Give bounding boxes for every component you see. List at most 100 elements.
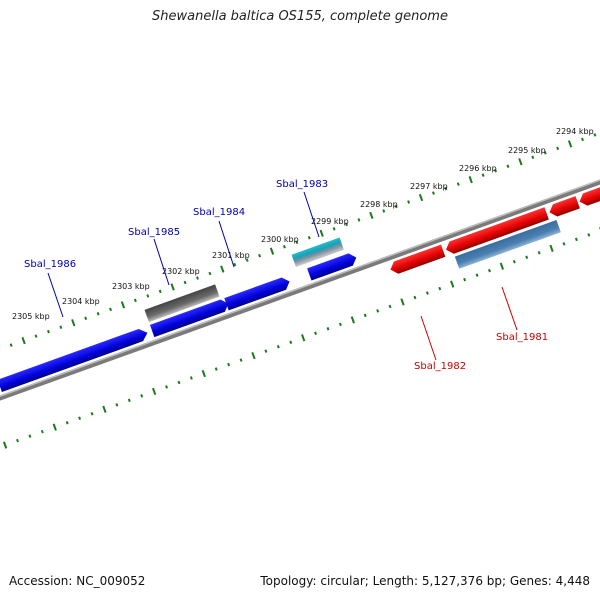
minor-tick xyxy=(289,340,293,344)
minor-tick xyxy=(115,403,119,407)
minor-tick xyxy=(376,309,380,313)
minor-tick xyxy=(140,394,144,398)
minor-tick xyxy=(338,322,342,327)
minor-tick xyxy=(307,236,311,240)
minor-tick xyxy=(425,291,429,295)
scale-label: 2302 kbp xyxy=(162,267,200,276)
gene-sbal-1983[interactable] xyxy=(307,251,358,281)
label-leaders xyxy=(47,191,518,361)
minor-tick xyxy=(189,376,193,380)
minor-tick xyxy=(276,344,280,349)
minor-tick xyxy=(345,222,348,227)
minor-tick xyxy=(16,438,19,443)
minor-tick xyxy=(9,343,13,347)
minor-tick xyxy=(587,233,591,237)
minor-tick xyxy=(525,255,529,260)
gene-sbal-1982[interactable] xyxy=(388,244,446,276)
minor-tick xyxy=(537,251,541,255)
minor-tick xyxy=(531,155,535,160)
scale-label: 2294 kbp xyxy=(556,127,594,136)
major-tick xyxy=(71,319,76,327)
minor-tick xyxy=(314,331,318,336)
gene-reverse-4[interactable] xyxy=(577,179,600,208)
minor-tick xyxy=(488,268,491,273)
gene-reverse-3[interactable] xyxy=(547,196,580,218)
genome-backbone xyxy=(0,175,600,405)
gene-label-sbal-1985: Sbal_1985 xyxy=(128,227,180,238)
major-tick xyxy=(269,247,275,255)
scale-label: 2304 kbp xyxy=(62,297,100,306)
major-tick xyxy=(369,211,374,220)
gene-label-sbal-1982: Sbal_1982 xyxy=(414,361,466,372)
gene-sbal-1981[interactable] xyxy=(454,219,561,269)
trna-near-sbal-1983[interactable] xyxy=(291,237,344,268)
minor-tick xyxy=(388,304,392,309)
minor-tick xyxy=(177,380,181,385)
minor-tick xyxy=(109,307,112,312)
major-tick xyxy=(170,283,175,291)
minor-tick xyxy=(96,312,100,316)
gene-sbal-1982-neighbor[interactable] xyxy=(444,207,549,255)
scale-label: 2295 kbp xyxy=(508,146,546,155)
gene-sbal-1984[interactable] xyxy=(224,275,291,311)
major-tick xyxy=(152,387,157,396)
minor-tick xyxy=(413,295,417,300)
major-tick xyxy=(102,405,107,413)
gene-label-sbal-1981: Sbal_1981 xyxy=(496,332,548,343)
gene-sbal-1986[interactable] xyxy=(0,327,150,392)
minor-tick xyxy=(282,244,286,249)
major-tick xyxy=(120,301,126,309)
major-tick xyxy=(2,441,8,449)
major-tick xyxy=(251,352,256,360)
map-title: Shewanella baltica OS155, complete genom… xyxy=(152,9,448,24)
major-tick xyxy=(319,229,324,237)
scale-label: 2305 kbp xyxy=(12,312,50,321)
accession-text: Accession: NC_009052 xyxy=(9,574,146,588)
minor-tick xyxy=(65,420,69,425)
minor-tick xyxy=(133,298,137,303)
major-tick xyxy=(418,193,424,202)
minor-tick xyxy=(127,398,131,403)
minor-tick xyxy=(574,237,578,242)
major-tick xyxy=(301,334,306,342)
reverse-scale-ticks xyxy=(2,226,600,449)
major-tick xyxy=(350,316,355,324)
scale-label: 2298 kbp xyxy=(360,200,398,209)
scale-label: 2299 kbp xyxy=(311,217,349,226)
minor-tick xyxy=(326,327,330,331)
minor-tick xyxy=(90,412,94,416)
minor-tick xyxy=(593,133,597,137)
minor-tick xyxy=(40,429,44,434)
minor-tick xyxy=(84,316,88,321)
scale-label: 2303 kbp xyxy=(112,282,150,291)
major-tick xyxy=(518,158,523,166)
minor-tick xyxy=(438,286,442,291)
minor-tick xyxy=(382,209,386,213)
minor-tick xyxy=(245,258,249,262)
minor-tick xyxy=(494,168,498,173)
major-tick xyxy=(450,280,455,288)
minor-tick xyxy=(196,276,199,280)
gene-labels: Sbal_1986 Sbal_1985 Sbal_1984 Sbal_1983 … xyxy=(24,179,548,372)
gene-sbal-1985[interactable] xyxy=(149,297,231,338)
gene-sbal-1985-neighbor[interactable] xyxy=(144,284,220,323)
minor-tick xyxy=(506,164,510,168)
minor-tick xyxy=(34,334,38,338)
minor-tick xyxy=(407,200,411,204)
scale-label: 2297 kbp xyxy=(410,182,448,191)
minor-tick xyxy=(556,146,560,151)
minor-tick xyxy=(463,277,467,282)
forward-scale-ticks xyxy=(0,133,597,352)
minor-tick xyxy=(146,294,150,298)
major-tick xyxy=(400,298,405,306)
minor-tick xyxy=(475,273,479,277)
gene-label-sbal-1986: Sbal_1986 xyxy=(24,259,76,270)
minor-tick xyxy=(227,362,231,367)
minor-tick xyxy=(512,259,516,264)
minor-tick xyxy=(481,173,485,177)
minor-tick xyxy=(28,434,32,438)
gene-label-sbal-1983: Sbal_1983 xyxy=(276,179,328,190)
major-tick xyxy=(220,265,225,273)
major-tick xyxy=(549,244,554,252)
